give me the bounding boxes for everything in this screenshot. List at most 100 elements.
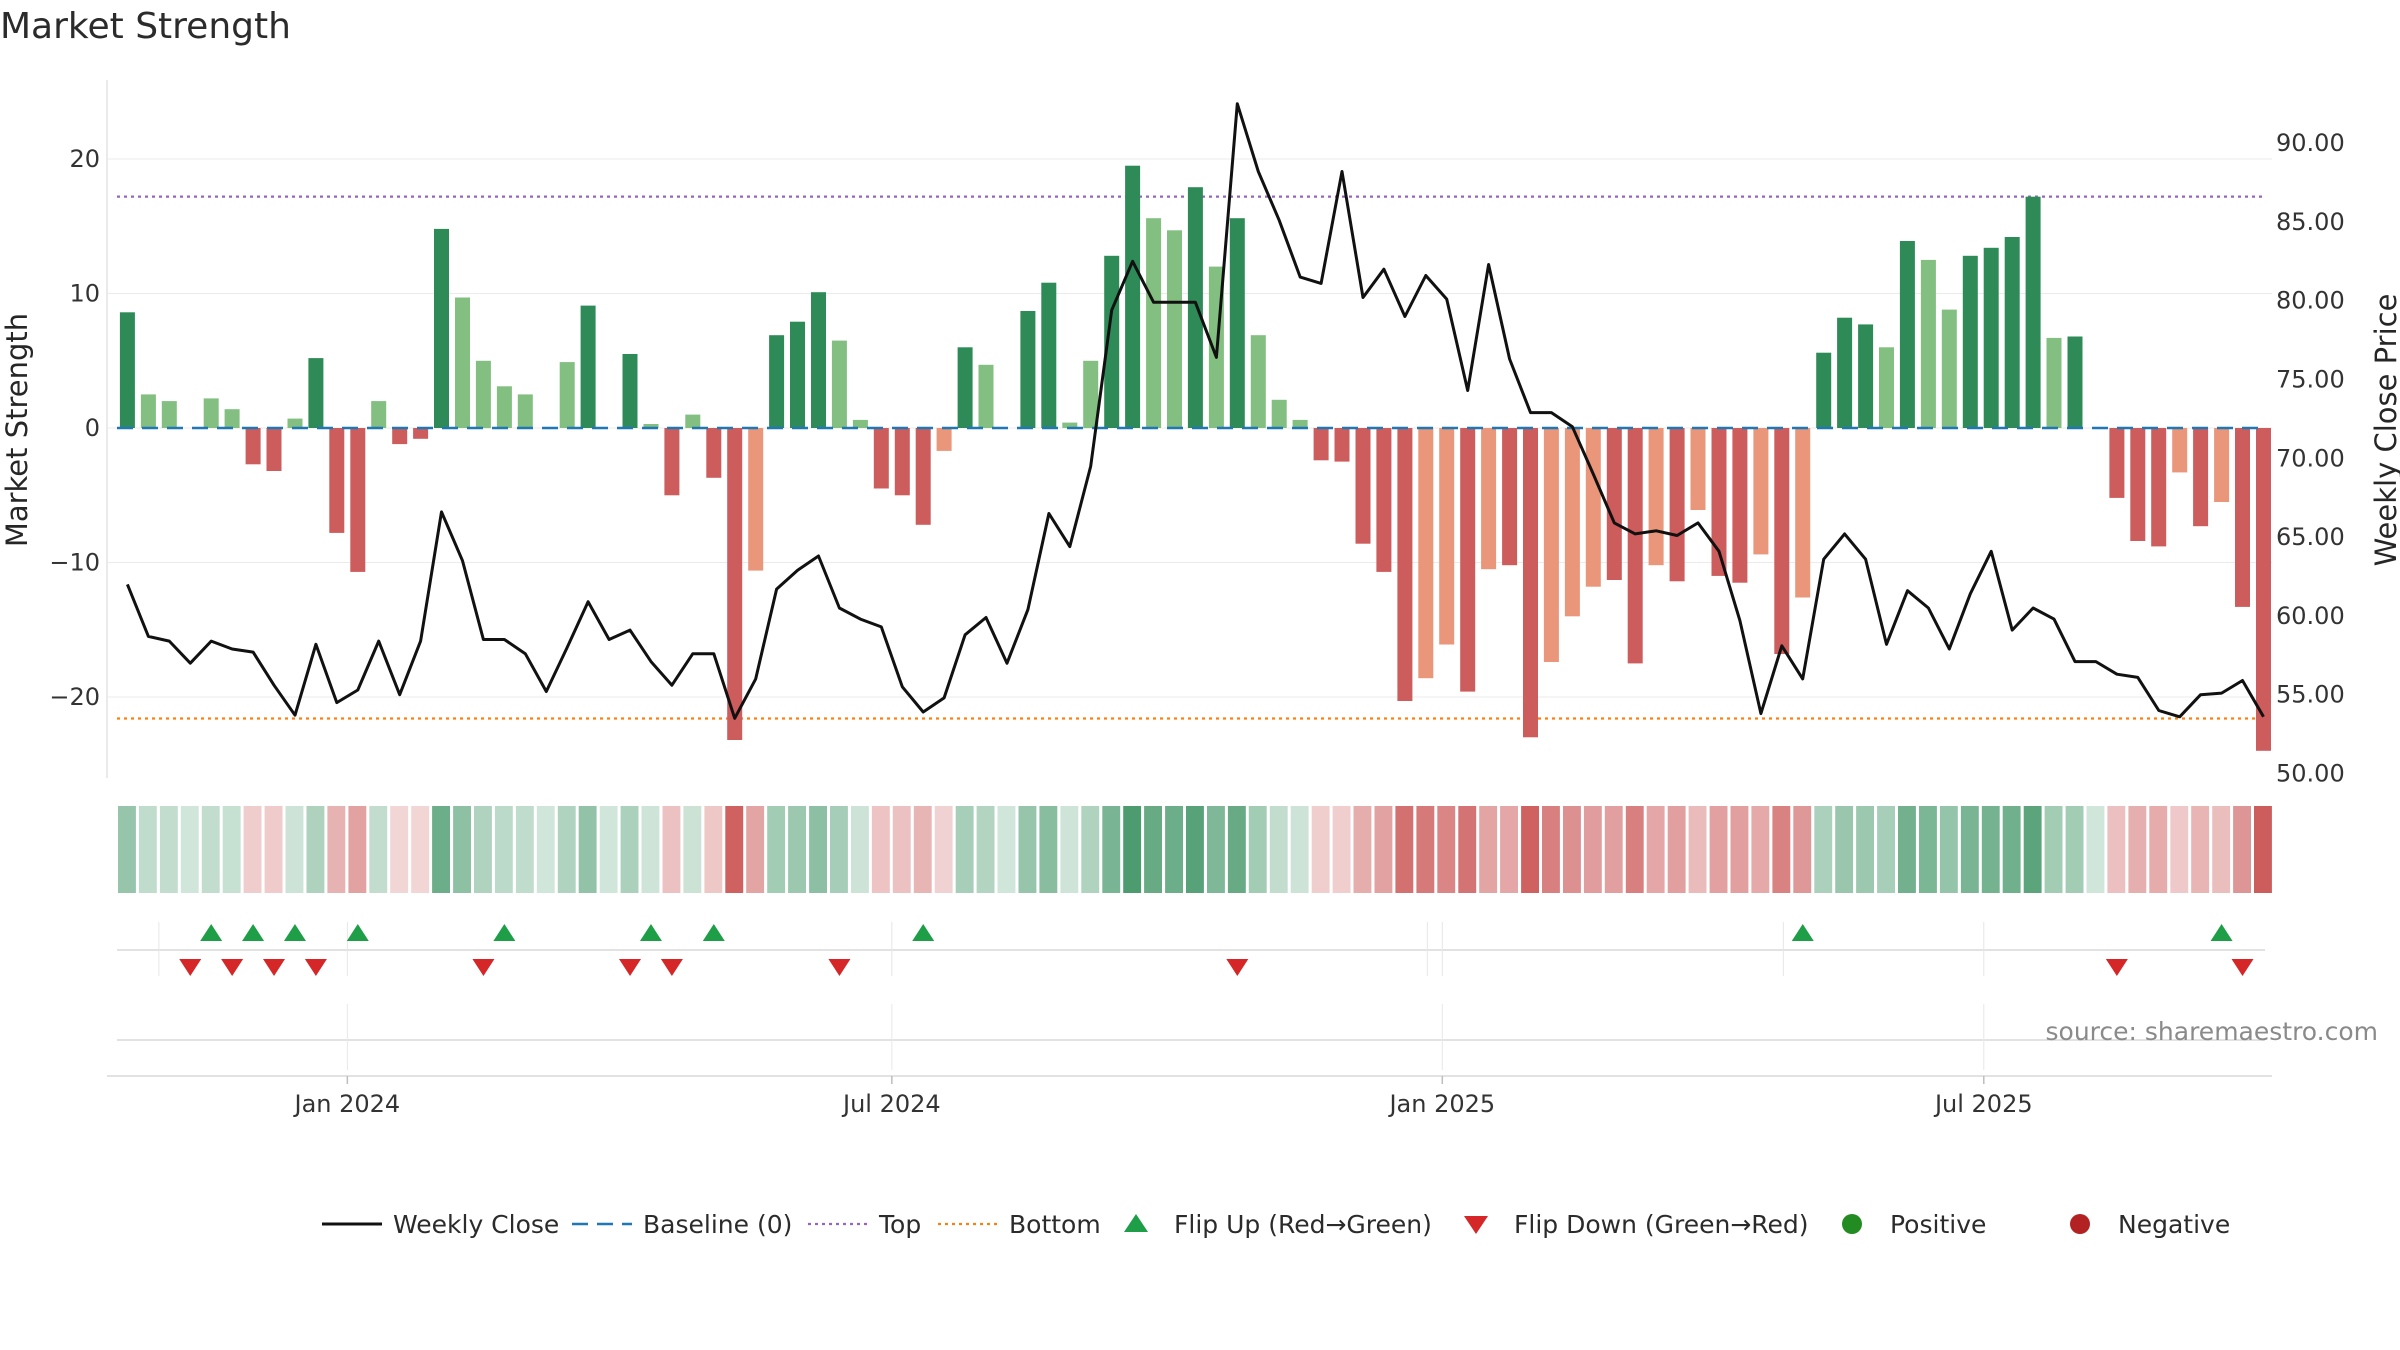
strength-bar: [1774, 428, 1790, 654]
strip-cell: [934, 806, 953, 893]
strength-bar: [2067, 336, 2083, 428]
strength-bar: [852, 419, 868, 428]
flip-down-marker: [828, 959, 851, 976]
strength-bar: [266, 428, 282, 471]
legend: Weekly Close Baseline (0) Top Bottom Flip Up…: [322, 1210, 2230, 1239]
strip-cell: [1123, 806, 1142, 893]
strength-bars: [117, 165, 2271, 751]
strip-cell: [327, 806, 346, 893]
flip-up-marker: [346, 924, 369, 941]
strip-cell: [2065, 806, 2084, 893]
strip-cell: [1542, 806, 1560, 893]
strength-bar: [957, 347, 973, 428]
strength-bar: [1481, 428, 1497, 570]
weekly-close-path: [126, 102, 2265, 720]
strip-cell: [1919, 806, 1937, 893]
bottom-panel-gridlines: [346, 1004, 1985, 1070]
strength-bar: [1795, 428, 1811, 598]
strength-bar: [1167, 230, 1182, 428]
strength-bar: [978, 364, 994, 428]
strength-bar: [2235, 428, 2250, 607]
strip-cell: [851, 806, 869, 893]
legend-item: Weekly Close: [322, 1210, 559, 1239]
strip-cell: [1018, 806, 1037, 893]
y-tick-label-left: 10: [69, 280, 100, 308]
legend-flip-up-icon: [1124, 1214, 1148, 1232]
strength-bar: [769, 335, 785, 428]
strip-cell: [1877, 806, 1895, 893]
strength-bar: [1648, 428, 1664, 566]
strip-cell: [913, 806, 932, 893]
strength-bar: [392, 428, 408, 445]
strength-bar: [1627, 428, 1643, 664]
strip-cell: [1081, 806, 1100, 893]
strength-heat-strip: [118, 806, 2272, 893]
strip-cell: [1521, 806, 1539, 893]
y-axis-right-ticks: 90.00 85.00 80.00 75.00 70.00 65.00 60.00 55.00…: [2276, 129, 2345, 787]
strip-cell: [1604, 806, 1623, 893]
strip-cell: [1981, 806, 2000, 893]
strip-cell: [830, 806, 848, 893]
strip-cell: [180, 806, 199, 893]
strip-cell: [264, 806, 283, 893]
flip-up-marker: [200, 924, 223, 941]
flip-down-marker: [179, 959, 202, 976]
strip-cell: [1458, 806, 1477, 893]
strength-bar: [1125, 165, 1141, 428]
strength-bar: [643, 424, 659, 428]
legend-item: Bottom: [938, 1210, 1101, 1239]
strip-cell: [432, 806, 450, 893]
strip-cell: [788, 806, 806, 893]
legend-label: Bottom: [1009, 1210, 1101, 1239]
strength-bar: [496, 386, 512, 428]
strip-cell: [1207, 806, 1225, 893]
strip-cell: [1186, 806, 1204, 893]
strip-cell: [1332, 806, 1351, 893]
strip-cell: [892, 806, 911, 893]
strength-bar: [706, 428, 722, 478]
flip-down-marker: [263, 959, 286, 976]
strip-cell: [2149, 806, 2168, 893]
y-tick-label-right: 60.00: [2276, 602, 2345, 630]
strip-cell: [1625, 806, 1644, 893]
strength-bar: [434, 228, 449, 428]
y-tick-label-right: 70.00: [2276, 444, 2345, 472]
strength-bar: [1690, 428, 1706, 510]
strip-cell: [369, 806, 388, 893]
strength-bar: [475, 360, 491, 429]
strength-bar: [455, 297, 470, 428]
strength-bar: [224, 409, 240, 428]
strength-bar: [119, 312, 135, 428]
strength-bar: [894, 428, 910, 496]
strength-bar: [685, 414, 701, 428]
strength-bar: [1941, 309, 1957, 428]
strip-cell: [1102, 806, 1121, 893]
legend-label: Top: [878, 1210, 921, 1239]
x-tick-label: Jan 2024: [293, 1090, 401, 1118]
x-tick-label: Jul 2024: [841, 1090, 941, 1118]
strip-cell: [2086, 806, 2105, 893]
strength-bar: [2004, 237, 2020, 428]
strip-cell: [1751, 806, 1770, 893]
strip-cell: [1227, 806, 1246, 893]
strip-cell: [1248, 806, 1267, 893]
legend-item: Baseline (0): [572, 1210, 792, 1239]
strength-bar: [2130, 428, 2146, 541]
strength-bar: [559, 362, 575, 428]
strength-bar: [2109, 428, 2125, 498]
legend-label: Baseline (0): [643, 1210, 792, 1239]
strip-cell: [704, 806, 723, 893]
strength-bar: [1753, 428, 1769, 555]
strength-bar: [811, 292, 826, 428]
strip-cell: [767, 806, 786, 893]
strip-cell: [138, 806, 157, 893]
strength-bar: [140, 394, 156, 428]
strip-cell: [2107, 806, 2126, 893]
strip-cell: [1709, 806, 1728, 893]
legend-item: Flip Down (Green→Red): [1464, 1210, 1809, 1239]
strip-cell: [243, 806, 262, 893]
strength-bar: [517, 394, 533, 428]
legend-label: Flip Up (Red→Green): [1174, 1210, 1432, 1239]
strip-cell: [1437, 806, 1456, 893]
